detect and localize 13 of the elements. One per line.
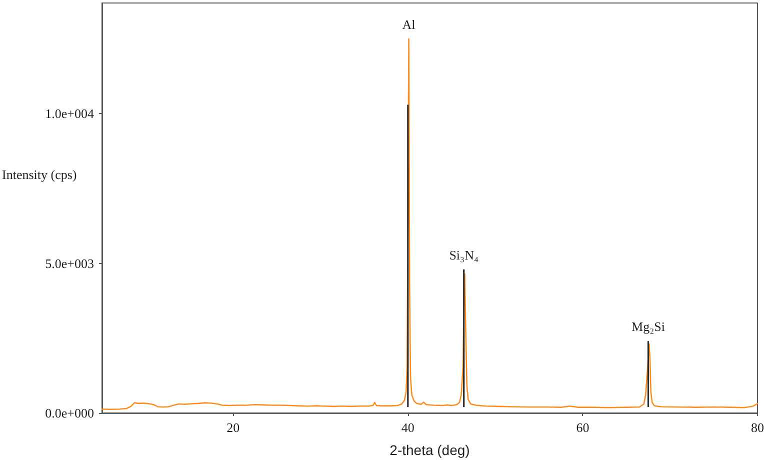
annotation: Mg₂Si — [632, 319, 666, 334]
y-tick-label: 5.0e+003 — [45, 256, 94, 271]
annotation: Si₃N₄ — [449, 247, 479, 262]
x-tick-label: 80 — [751, 420, 764, 435]
x-tick-label: 20 — [226, 420, 240, 435]
annotation: Al — [402, 16, 416, 32]
y-axis-title: Intensity (cps) — [2, 167, 77, 182]
line-series — [101, 38, 758, 410]
y-tick-label: 1.0e+004 — [45, 106, 94, 122]
y-tick-label: 0.0e+000 — [45, 406, 94, 420]
x-tick-label: 60 — [576, 420, 590, 435]
x-tick-label: 40 — [401, 420, 414, 435]
x-axis-title: 2-theta (deg) — [390, 442, 470, 458]
